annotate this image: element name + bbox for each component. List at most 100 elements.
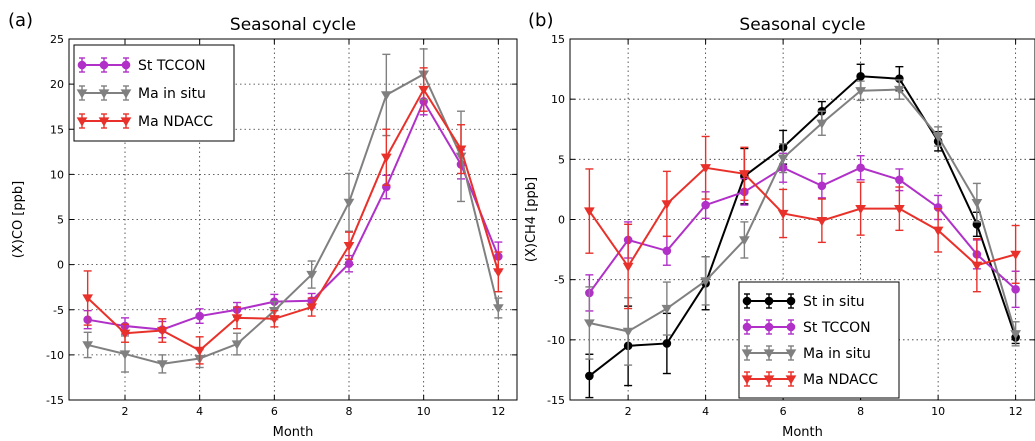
y-tick-label: 20 <box>50 78 64 91</box>
y-tick-label: 0 <box>558 214 565 227</box>
legend: St in situ St TCCON Ma in situ Ma NDACC <box>738 281 900 399</box>
data-point <box>584 319 595 329</box>
legend-marker <box>99 60 109 70</box>
y-tick-label: 5 <box>57 214 64 227</box>
data-point <box>856 163 865 173</box>
legend-marker <box>121 60 131 70</box>
series-line <box>86 87 500 352</box>
y-tick-label: 15 <box>50 123 64 136</box>
legend-label: St in situ <box>803 294 865 310</box>
data-point <box>932 132 944 142</box>
legend-marker <box>785 349 797 359</box>
x-tick-label: 2 <box>625 405 632 418</box>
x-tick-label: 8 <box>857 405 864 418</box>
data-point <box>343 242 355 252</box>
series-ma-ndacc <box>584 135 1021 310</box>
data-point <box>82 294 94 304</box>
plot-frame <box>569 38 1035 401</box>
series-line <box>589 88 1017 335</box>
legend-item: St TCCON <box>742 319 871 336</box>
data-point <box>119 329 131 339</box>
x-tick-label: 2 <box>122 405 129 418</box>
series-ma-ndacc <box>82 67 504 365</box>
y-tick-label: 10 <box>50 168 64 181</box>
legend: St TCCON Ma in situ Ma NDACC <box>73 44 235 142</box>
series-ma-in-situ <box>584 79 1021 366</box>
legend-item: St in situ <box>742 293 865 310</box>
y-tick-label: -15 <box>547 394 565 407</box>
data-point <box>492 304 504 314</box>
legend-marker <box>763 349 775 359</box>
y-tick-label: -5 <box>53 304 64 317</box>
data-point <box>895 175 904 185</box>
legend-marker <box>76 117 88 127</box>
legend-label: Ma in situ <box>138 86 206 102</box>
data-point <box>971 261 983 271</box>
x-tick-label: 6 <box>780 405 787 418</box>
data-point <box>661 304 673 315</box>
y-tick-label: 0 <box>57 259 64 272</box>
legend-marker <box>741 349 753 359</box>
data-point <box>856 72 865 81</box>
legend-label: St TCCON <box>803 320 871 336</box>
data-point <box>739 236 750 246</box>
legend-label: St TCCON <box>138 58 206 74</box>
legend-marker <box>98 89 110 99</box>
legend-marker <box>77 60 87 70</box>
x-tick-label: 6 <box>271 405 278 418</box>
chart-title: Seasonal cycle <box>230 15 356 35</box>
data-point <box>816 217 828 227</box>
y-tick-label: 15 <box>551 33 565 46</box>
legend-marker <box>741 375 753 385</box>
x-tick-label: 4 <box>196 405 203 418</box>
legend-marker <box>764 322 774 332</box>
legend-marker <box>785 375 797 385</box>
plot-frame <box>68 38 518 401</box>
data-point <box>662 246 672 256</box>
data-point <box>82 341 94 351</box>
data-point <box>492 268 504 278</box>
data-point <box>195 311 204 321</box>
data-point <box>584 207 595 217</box>
legend-label: Ma NDACC <box>803 372 878 388</box>
legend-label: Ma in situ <box>803 346 871 362</box>
data-point <box>306 303 318 313</box>
x-tick-label: 10 <box>417 405 431 418</box>
data-point <box>777 154 789 164</box>
data-point <box>343 198 355 208</box>
legend-marker <box>742 296 752 306</box>
data-point <box>344 259 354 269</box>
data-point <box>231 340 243 350</box>
legend-marker <box>120 89 132 99</box>
legend-marker <box>764 296 774 306</box>
data-point <box>156 360 168 370</box>
data-point <box>418 85 430 96</box>
data-point <box>777 209 789 219</box>
legend-marker <box>98 117 110 127</box>
y-tick-label: 10 <box>551 93 565 106</box>
plot-area <box>584 63 1021 399</box>
legend-item: Ma NDACC <box>76 113 213 130</box>
data-point <box>817 181 827 191</box>
data-point <box>894 85 905 96</box>
y-tick-label: -15 <box>46 394 64 407</box>
panel-a-co-seasonal-cycle: (a) Seasonal cycle 2 4 6 8 10 12 -15 -10 -5 0 5 10 15 2… <box>8 10 518 440</box>
y-tick-label: 25 <box>50 33 64 46</box>
legend-marker <box>76 89 88 99</box>
data-point <box>662 339 672 348</box>
series-line <box>87 99 500 331</box>
legend-marker <box>120 117 132 127</box>
data-point <box>231 314 243 324</box>
data-point <box>816 119 828 129</box>
legend-marker <box>786 322 796 332</box>
y-axis-label: (X)CO [ppb] <box>11 181 26 258</box>
x-axis-label: Month <box>273 425 314 440</box>
data-point <box>306 270 318 281</box>
legend-marker <box>786 296 796 306</box>
legend-item: Ma NDACC <box>741 371 878 388</box>
data-point <box>622 262 634 272</box>
data-point <box>622 327 634 337</box>
chart-title: Seasonal cycle <box>739 15 865 35</box>
x-axis-label: Month <box>782 425 823 440</box>
